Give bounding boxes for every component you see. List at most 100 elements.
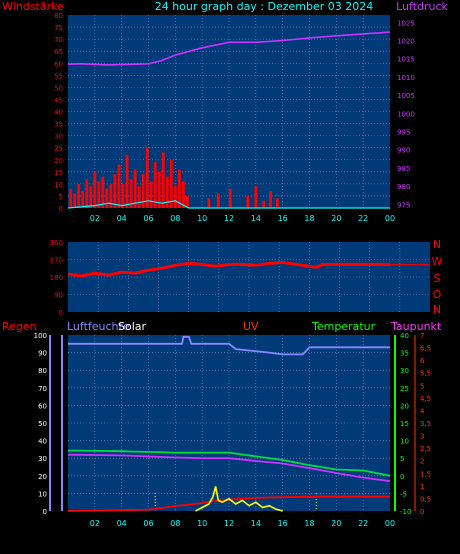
chart-title: 24 hour graph day : Dezember 03 2024	[155, 0, 374, 13]
humidity-tick-label: 90	[38, 350, 47, 358]
wind-tick-label: 35	[54, 121, 63, 129]
temperature-tick-label: 30	[400, 367, 409, 375]
pressure-tick-label: 1000	[397, 110, 415, 118]
wind-tick-label: 60	[54, 60, 63, 68]
wind-bar	[73, 193, 77, 208]
wind-bar	[169, 159, 173, 208]
pressure-tick-label: 1005	[397, 92, 415, 100]
wind-tick-label: 45	[54, 96, 63, 104]
series-2	[67, 260, 430, 278]
humidity-tick-label: 20	[38, 473, 47, 481]
wind-bar	[275, 198, 279, 208]
uv-tick-label: 2	[420, 458, 424, 466]
temperature-tick-label: 10	[400, 438, 409, 446]
wind-tick-label: 20	[54, 157, 63, 165]
uv-tick-label: 4	[420, 407, 425, 415]
compass-letter: O	[433, 288, 442, 301]
wind-bar	[125, 154, 129, 208]
x-tick-label: 06	[143, 519, 153, 528]
uv-tick-label: 1	[420, 483, 424, 491]
x-tick-label: 14	[251, 519, 261, 528]
wind-tick-label: 10	[54, 181, 63, 189]
temperature-tick-label: 40	[400, 332, 409, 340]
right-axis-ticks-1: 975 980 985 990 995 1000 1005 1010 1015 1020 1025	[397, 19, 415, 209]
wind-bar	[105, 188, 109, 208]
humidity-line	[68, 335, 390, 356]
uv-tick-label: 3,5	[420, 420, 431, 428]
wind-bar	[157, 171, 161, 208]
label-temperatur: Temperatur	[311, 320, 376, 333]
gust-line	[67, 200, 390, 209]
humidity-tick-label: 10	[38, 490, 47, 498]
uv-tick-label: 1,5	[420, 470, 431, 478]
x-tick-label: 16	[278, 214, 288, 223]
wind-bar	[81, 191, 85, 208]
compass-letter: S	[434, 272, 441, 285]
grid-3	[68, 335, 390, 511]
label-uv: UV	[243, 320, 259, 333]
left-axis-ticks-3: 0 10 20 30 40 50 60 70 80 90 100	[34, 332, 47, 516]
wind-tick-label: 65	[54, 48, 63, 56]
temperature-tick-label: 5	[400, 455, 404, 463]
uv-tick-label: 2,5	[420, 445, 431, 453]
wind-tick-label: 40	[54, 109, 63, 117]
wind-tick-label: 55	[54, 72, 63, 80]
series-3	[49, 335, 416, 512]
uv-tick-label: 6,5	[420, 345, 431, 353]
wind-bar	[186, 195, 189, 208]
wind-bar	[101, 176, 105, 208]
humidity-tick-label: 30	[38, 455, 47, 463]
uv-tick-label: 4,5	[420, 395, 431, 403]
wind-bar	[262, 200, 266, 208]
wind-bar	[121, 183, 125, 208]
pressure-tick-label: 980	[397, 183, 410, 191]
solar-line	[195, 486, 283, 512]
wind-bar	[137, 186, 141, 208]
temperature-tick-label: -10	[400, 508, 411, 516]
x-tick-label: 20	[331, 519, 341, 528]
pressure-tick-label: 990	[397, 147, 410, 155]
x-tick-label: 02	[90, 214, 100, 223]
ylabel-luftdruck: Luftdruck	[396, 0, 448, 13]
wind-tick-label: 15	[54, 169, 63, 177]
x-tick-label: 08	[170, 214, 180, 223]
wind-bar	[181, 181, 185, 208]
x-tick-label: 00	[385, 519, 395, 528]
temperature-tick-label: 15	[400, 420, 409, 428]
x-tick-label: 04	[117, 214, 127, 223]
wind-bar	[177, 169, 181, 208]
wind-tick-label: 75	[54, 24, 63, 32]
wind-bar	[153, 162, 157, 208]
wind-bar	[85, 179, 89, 208]
dewpoint-line	[67, 453, 391, 482]
compass-letter: N	[433, 238, 441, 251]
pressure-tick-label: 985	[397, 165, 410, 173]
label-luftfeuchte: Luftfeuchte	[67, 320, 130, 333]
humidity-tick-label: 0	[43, 508, 47, 516]
wind-bar	[228, 188, 232, 208]
wind-bar	[145, 147, 149, 208]
pressure-line	[67, 31, 391, 66]
wind-bar	[89, 186, 93, 208]
x-tick-label: 12	[224, 519, 234, 528]
temperature-tick-label: 25	[400, 385, 409, 393]
x-tick-label: 10	[197, 519, 207, 528]
uv-tick-label: 5	[420, 382, 424, 390]
x-tick-label: 12	[224, 214, 234, 223]
uv-tick-label: 6	[420, 357, 425, 365]
pressure-tick-label: 975	[397, 201, 410, 209]
wind-tick-label: 0	[59, 205, 63, 213]
direction-tick-label: 0	[59, 309, 63, 317]
uv-tick-label: 0,5	[420, 495, 431, 503]
ylabel-windstaerke: Windstärke	[2, 0, 64, 13]
x-tick-label: 06	[143, 214, 153, 223]
wind-bar	[109, 183, 113, 208]
temperature-tick-label: -5	[400, 490, 407, 498]
x-tick-label: 18	[304, 214, 314, 223]
direction-tick-label: 180	[50, 274, 63, 282]
wind-bar	[77, 183, 81, 208]
wind-bar	[93, 171, 97, 208]
x-tick-label: 22	[358, 519, 368, 528]
humidity-tick-label: 50	[38, 420, 47, 428]
